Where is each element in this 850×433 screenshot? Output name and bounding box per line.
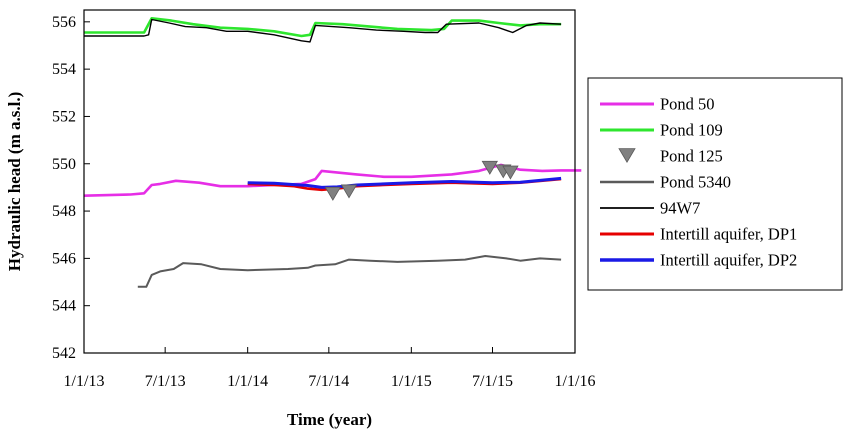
x-tick-label: 1/1/15 [391,373,432,390]
series-marker-pond-125 [340,184,358,199]
y-tick-label: 544 [52,298,76,315]
series-marker-pond-125 [324,186,342,201]
series-marker-pond-125 [502,165,519,180]
axis-ticks [83,21,576,354]
x-tick-label: 1/1/13 [64,373,105,390]
legend: Pond 50 Pond 109 Pond 125 Pond 5340 94W7 Inte… [587,77,843,291]
series-line-pond-5340 [137,255,562,288]
series-line-94w7 [84,18,562,43]
legend-label-intertill-aquifer-dp1: Intertill aquifer, DP1 [660,225,797,244]
y-tick-label: 554 [52,61,76,78]
legend-label-94w7: 94W7 [660,199,700,218]
x-tick-label: 1/1/14 [227,373,268,390]
y-tick-label: 550 [52,156,76,173]
legend-swatch-pond-125 [618,148,636,163]
legend-label-pond-5340: Pond 5340 [660,173,731,192]
y-tick-label: 556 [52,14,76,31]
legend-label-pond-109: Pond 109 [660,121,723,140]
plot-area [83,17,582,288]
x-tick-label: 7/1/13 [145,373,186,390]
plot-frame [83,9,576,354]
y-tick-label: 546 [52,250,76,267]
legend-box [587,77,843,291]
series-marker-pond-125 [481,160,499,175]
y-tick-label: 552 [52,108,76,125]
x-tick-label: 7/1/14 [308,373,349,390]
legend-label-pond-125: Pond 125 [660,147,723,166]
y-tick-label: 542 [52,345,76,362]
x-tick-label: 1/1/16 [555,373,596,390]
y-tick-label: 548 [52,203,76,220]
legend-label-pond-50: Pond 50 [660,95,715,114]
x-axis-title: Time (year) [287,410,372,429]
legend-label-intertill-aquifer-dp2: Intertill aquifer, DP2 [660,251,797,270]
tick-labels: 1/1/13 7/1/13 1/1/14 7/1/14 1/1/15 7/1/15 1/1/… [52,14,595,390]
x-tick-label: 7/1/15 [472,373,513,390]
series-line-pond-109 [84,17,562,38]
y-axis-title: Hydraulic head (m a.s.l.) [5,92,24,271]
